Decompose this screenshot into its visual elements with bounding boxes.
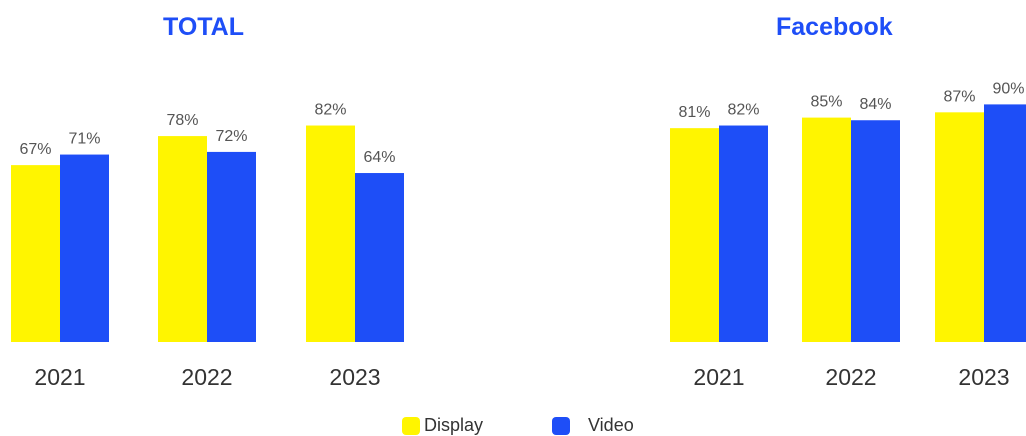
x-tick-label-facebook-2021: 2021 bbox=[693, 364, 744, 390]
bar-facebook-2023-video bbox=[984, 104, 1026, 343]
legend-label-video: Video bbox=[588, 415, 634, 435]
data-label-total-2022-display: 78% bbox=[166, 112, 198, 129]
x-tick-label-total-2023: 2023 bbox=[329, 364, 380, 390]
bar-facebook-2022-video bbox=[851, 120, 900, 343]
data-label-total-2022-video: 72% bbox=[215, 128, 247, 145]
bar-total-2022-display bbox=[158, 136, 207, 342]
bar-facebook-2023-display bbox=[935, 112, 984, 342]
data-label-facebook-2021-video: 82% bbox=[727, 102, 759, 119]
x-tick-label-total-2022: 2022 bbox=[181, 364, 232, 390]
bar-total-2023-display bbox=[306, 125, 355, 343]
data-label-facebook-2023-video: 90% bbox=[992, 80, 1024, 97]
bar-total-2021-video bbox=[60, 154, 109, 342]
bar-total-2023-video bbox=[355, 173, 404, 342]
bar-total-2022-video bbox=[207, 151, 256, 342]
data-label-facebook-2022-video: 84% bbox=[859, 96, 891, 113]
legend: Display Video bbox=[400, 415, 700, 436]
chart-title-facebook: Facebook bbox=[776, 13, 893, 41]
bar-facebook-2021-display bbox=[670, 128, 719, 342]
bar-facebook-2022-display bbox=[802, 117, 851, 342]
chart-title-total: TOTAL bbox=[163, 13, 245, 41]
legend-label-display: Display bbox=[424, 415, 484, 435]
data-label-total-2023-video: 64% bbox=[363, 149, 395, 166]
bar-total-2021-display bbox=[11, 165, 60, 342]
data-label-facebook-2023-display: 87% bbox=[943, 88, 975, 105]
data-label-total-2021-video: 71% bbox=[68, 131, 100, 148]
legend-swatch-display bbox=[402, 416, 420, 435]
legend-item-video: Video bbox=[552, 415, 634, 436]
bar-facebook-2021-video bbox=[719, 125, 768, 343]
legend-swatch-video bbox=[552, 416, 570, 435]
data-label-total-2021-display: 67% bbox=[19, 141, 51, 158]
data-label-facebook-2022-display: 85% bbox=[810, 94, 842, 111]
x-tick-label-total-2021: 2021 bbox=[34, 364, 85, 390]
x-tick-label-facebook-2022: 2022 bbox=[825, 364, 876, 390]
data-label-facebook-2021-display: 81% bbox=[678, 104, 710, 121]
data-label-total-2023-display: 82% bbox=[314, 102, 346, 119]
x-tick-label-facebook-2023: 2023 bbox=[958, 364, 1009, 390]
legend-item-display: Display bbox=[402, 415, 483, 436]
